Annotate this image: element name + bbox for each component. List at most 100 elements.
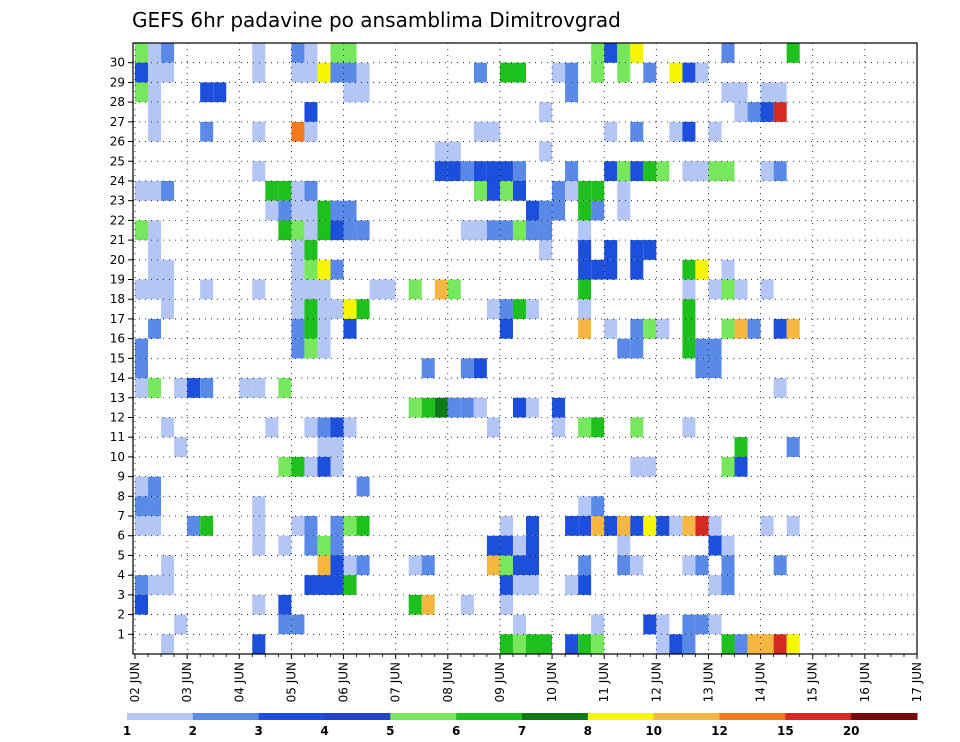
heatmap-cell — [617, 516, 631, 536]
heatmap-cell — [356, 82, 370, 103]
heatmap-cell — [161, 417, 175, 438]
y-tick-label: 22 — [110, 213, 125, 227]
heatmap-cell — [148, 121, 162, 142]
heatmap-cell — [343, 43, 357, 63]
heatmap-cell — [552, 397, 566, 418]
heatmap-cell — [682, 259, 696, 280]
heatmap-cell — [721, 456, 735, 477]
heatmap-cell — [291, 279, 305, 300]
heatmap-cell — [499, 575, 513, 595]
legend-swatch — [653, 713, 720, 720]
heatmap-cell — [773, 555, 787, 576]
heatmap-cell — [486, 180, 500, 201]
heatmap-cell — [460, 220, 474, 241]
heatmap-cell — [278, 535, 292, 556]
heatmap-cell — [135, 279, 149, 300]
heatmap-cell — [708, 161, 722, 181]
heatmap-cell — [382, 279, 396, 300]
legend-label: 20 — [843, 724, 860, 738]
legend-swatch — [324, 713, 391, 720]
heatmap-cell — [708, 516, 722, 536]
heatmap-cell — [317, 456, 331, 477]
heatmap-cell — [721, 161, 735, 181]
x-date-label: 04 JUN — [232, 662, 246, 702]
y-tick-label: 6 — [117, 529, 125, 543]
x-date-label: 17 JUN — [910, 662, 924, 702]
y-tick-label: 2 — [117, 608, 125, 622]
heatmap-cell — [552, 62, 566, 83]
heatmap-cell — [304, 240, 318, 260]
heatmap-cell — [526, 634, 540, 654]
heatmap-cell — [304, 259, 318, 280]
heatmap-cell — [434, 161, 448, 181]
heatmap-cell — [630, 121, 644, 142]
heatmap-cell — [643, 516, 657, 536]
legend-label: 7 — [518, 724, 526, 738]
heatmap-cell — [252, 279, 266, 300]
heatmap-cell — [512, 299, 526, 319]
heatmap-cell — [278, 180, 292, 201]
heatmap-cell — [760, 634, 774, 654]
heatmap-cell — [135, 338, 149, 359]
heatmap-cell — [148, 102, 162, 122]
heatmap-cell — [317, 220, 331, 241]
heatmap-cell — [630, 417, 644, 438]
heatmap-cell — [304, 535, 318, 556]
heatmap-cell — [135, 594, 149, 615]
heatmap-cells — [135, 43, 800, 654]
y-tick-label: 3 — [117, 588, 125, 602]
heatmap-cell — [773, 378, 787, 398]
heatmap-cell — [578, 417, 592, 438]
heatmap-cell — [786, 318, 800, 339]
heatmap-cell — [773, 634, 787, 654]
heatmap-cell — [708, 575, 722, 595]
heatmap-cell — [304, 200, 318, 221]
heatmap-cell — [630, 161, 644, 181]
heatmap-cell — [512, 535, 526, 556]
heatmap-cell — [552, 180, 566, 201]
heatmap-cell — [630, 516, 644, 536]
y-tick-label: 18 — [110, 292, 125, 306]
y-tick-label: 28 — [110, 95, 125, 109]
heatmap-cell — [630, 43, 644, 63]
heatmap-cell — [656, 634, 670, 654]
y-tick-label: 15 — [110, 351, 125, 365]
heatmap-cell — [695, 338, 709, 359]
heatmap-cell — [343, 200, 357, 221]
heatmap-cell — [278, 456, 292, 477]
heatmap-cell — [278, 220, 292, 241]
heatmap-cell — [708, 279, 722, 300]
heatmap-cell — [356, 476, 370, 497]
heatmap-cell — [682, 516, 696, 536]
heatmap-cell — [330, 62, 344, 83]
heatmap-cell — [734, 82, 748, 103]
x-date-label: 08 JUN — [441, 662, 455, 702]
heatmap-cell — [539, 634, 553, 654]
heatmap-cell — [578, 240, 592, 260]
y-tick-label: 8 — [117, 489, 125, 503]
heatmap-cell — [682, 318, 696, 339]
heatmap-cell — [643, 614, 657, 635]
heatmap-cell — [330, 259, 344, 280]
heatmap-cell — [512, 634, 526, 654]
heatmap-cell — [539, 240, 553, 260]
heatmap-cell — [695, 62, 709, 83]
heatmap-cell — [200, 516, 214, 536]
heatmap-cell — [578, 555, 592, 576]
heatmap-cell — [252, 634, 266, 654]
heatmap-cell — [721, 575, 735, 595]
heatmap-cell — [708, 535, 722, 556]
y-tick-label: 12 — [110, 410, 125, 424]
heatmap-cell — [526, 555, 540, 576]
legend-swatch — [127, 713, 194, 720]
heatmap-cell — [499, 161, 513, 181]
heatmap-cell — [486, 161, 500, 181]
heatmap-cell — [330, 43, 344, 63]
heatmap-cell — [330, 299, 344, 319]
heatmap-cell — [135, 82, 149, 103]
heatmap-cell — [304, 318, 318, 339]
legend-swatch — [785, 713, 852, 720]
heatmap-cell — [565, 575, 579, 595]
heatmap-cell — [734, 279, 748, 300]
y-tick-label: 27 — [110, 115, 125, 129]
